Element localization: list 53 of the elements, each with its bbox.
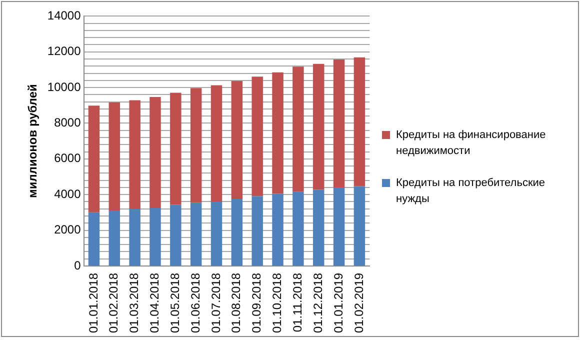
- x-tick-label: 01.04.2018: [148, 272, 162, 334]
- legend-label: Кредиты на потребительские нужды: [396, 176, 546, 207]
- x-tick-label: 01.01.2019: [331, 272, 346, 334]
- x-tick-label: 01.03.2018: [127, 272, 142, 334]
- bar: [313, 190, 324, 266]
- bar: [88, 212, 100, 266]
- x-tick-label: 01.06.2018: [188, 272, 202, 334]
- y-tick-label: 4000: [54, 186, 82, 201]
- bar: [190, 202, 202, 266]
- bar: [210, 202, 222, 266]
- bar: [272, 72, 284, 194]
- y-tick-label: 8000: [54, 116, 82, 130]
- x-tick-label: 01.09.2018: [250, 272, 264, 334]
- bar: [150, 208, 161, 266]
- bar: [231, 199, 243, 266]
- bar: [333, 60, 345, 188]
- y-tick-label: 14000: [47, 8, 82, 23]
- x-tick-label: 01.02.2018: [106, 272, 121, 334]
- y-tick-label: 12000: [47, 44, 82, 58]
- bar: [252, 76, 263, 196]
- bar: [354, 57, 366, 186]
- x-tick-label: 01.05.2018: [168, 272, 182, 334]
- x-tick-label: 01.07.2018: [208, 272, 223, 334]
- x-tick-label: 01.12.2018: [310, 272, 325, 334]
- y-axis-title: миллионов рублей: [26, 84, 40, 198]
- bar: [231, 80, 243, 200]
- bar: [88, 106, 100, 212]
- x-tick-label: 01.08.2018: [229, 272, 244, 334]
- bar: [108, 102, 120, 210]
- bar: [129, 209, 140, 266]
- bar: [292, 66, 304, 192]
- x-tick-label: 01.01.2018: [86, 272, 100, 334]
- bar: [170, 204, 182, 266]
- x-tick-label: 01.02.2019: [352, 272, 366, 334]
- bar: [210, 85, 222, 202]
- y-tick-label: 2000: [54, 222, 82, 237]
- bar: [272, 194, 284, 266]
- y-tick-label: 0: [74, 258, 82, 272]
- bar: [354, 186, 366, 266]
- bar: [150, 97, 161, 208]
- x-tick-label: 01.11.2018: [290, 272, 305, 332]
- y-tick-label: 10000: [47, 80, 82, 94]
- legend-label: Кредиты на финансирование недвижимости: [396, 128, 547, 159]
- bar: [108, 210, 120, 266]
- bar: [252, 196, 263, 266]
- bar: [292, 192, 304, 266]
- bar: [313, 64, 324, 190]
- y-tick-label: 6000: [54, 151, 82, 166]
- x-tick-label: 01.10.2018: [270, 272, 284, 334]
- bar: [190, 88, 202, 203]
- bar: [333, 188, 345, 266]
- bar: [129, 100, 140, 210]
- bar: [170, 92, 182, 205]
